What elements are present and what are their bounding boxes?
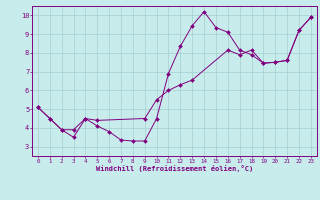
X-axis label: Windchill (Refroidissement éolien,°C): Windchill (Refroidissement éolien,°C) (96, 165, 253, 172)
